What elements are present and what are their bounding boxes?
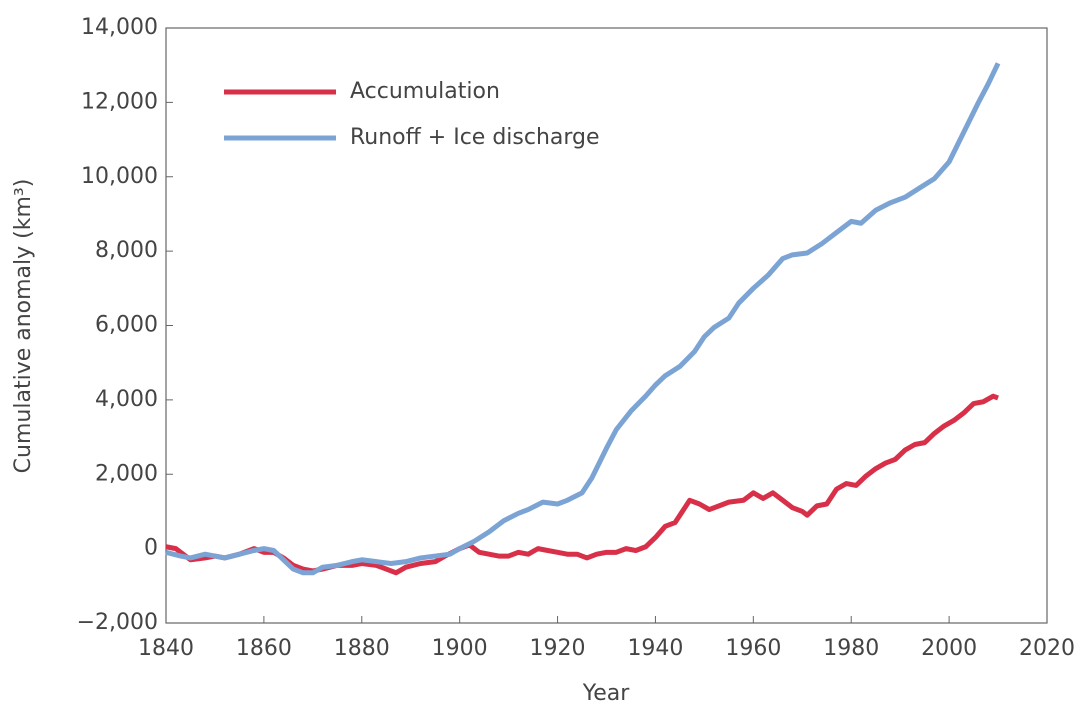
x-axis-label: Year [582, 681, 631, 706]
legend-label: Runoff + Ice discharge [350, 125, 600, 150]
x-tick-label: 1960 [725, 636, 781, 661]
y-axis-label: Cumulative anomaly (km³) [11, 179, 36, 474]
data-line [165, 62, 1001, 576]
x-tick-label: 1880 [334, 636, 390, 661]
y-tick-label: 4,000 [95, 387, 158, 412]
y-tick-label: 14,000 [81, 15, 158, 40]
y-tick-label: 6,000 [95, 313, 158, 338]
y-tick-label: 12,000 [81, 89, 158, 114]
x-tick-label: 1920 [530, 636, 586, 661]
x-tick-label: 2020 [1019, 636, 1075, 661]
y-tick-label: 8,000 [95, 238, 158, 263]
x-tick-label: 1860 [236, 636, 292, 661]
data-line [165, 393, 999, 576]
legend-label: Accumulation [350, 79, 500, 104]
plot-frame [165, 27, 1048, 624]
x-tick-label: 2000 [921, 636, 977, 661]
x-tick-label: 1840 [138, 636, 194, 661]
x-tick-label: 1900 [432, 636, 488, 661]
y-tick-label: 0 [144, 536, 158, 561]
y-tick-label: 10,000 [81, 164, 158, 189]
y-tick-label: −2,000 [77, 610, 158, 635]
y-tick-label: 2,000 [95, 461, 158, 486]
x-tick-label: 1940 [627, 636, 683, 661]
x-tick-label: 1980 [823, 636, 879, 661]
